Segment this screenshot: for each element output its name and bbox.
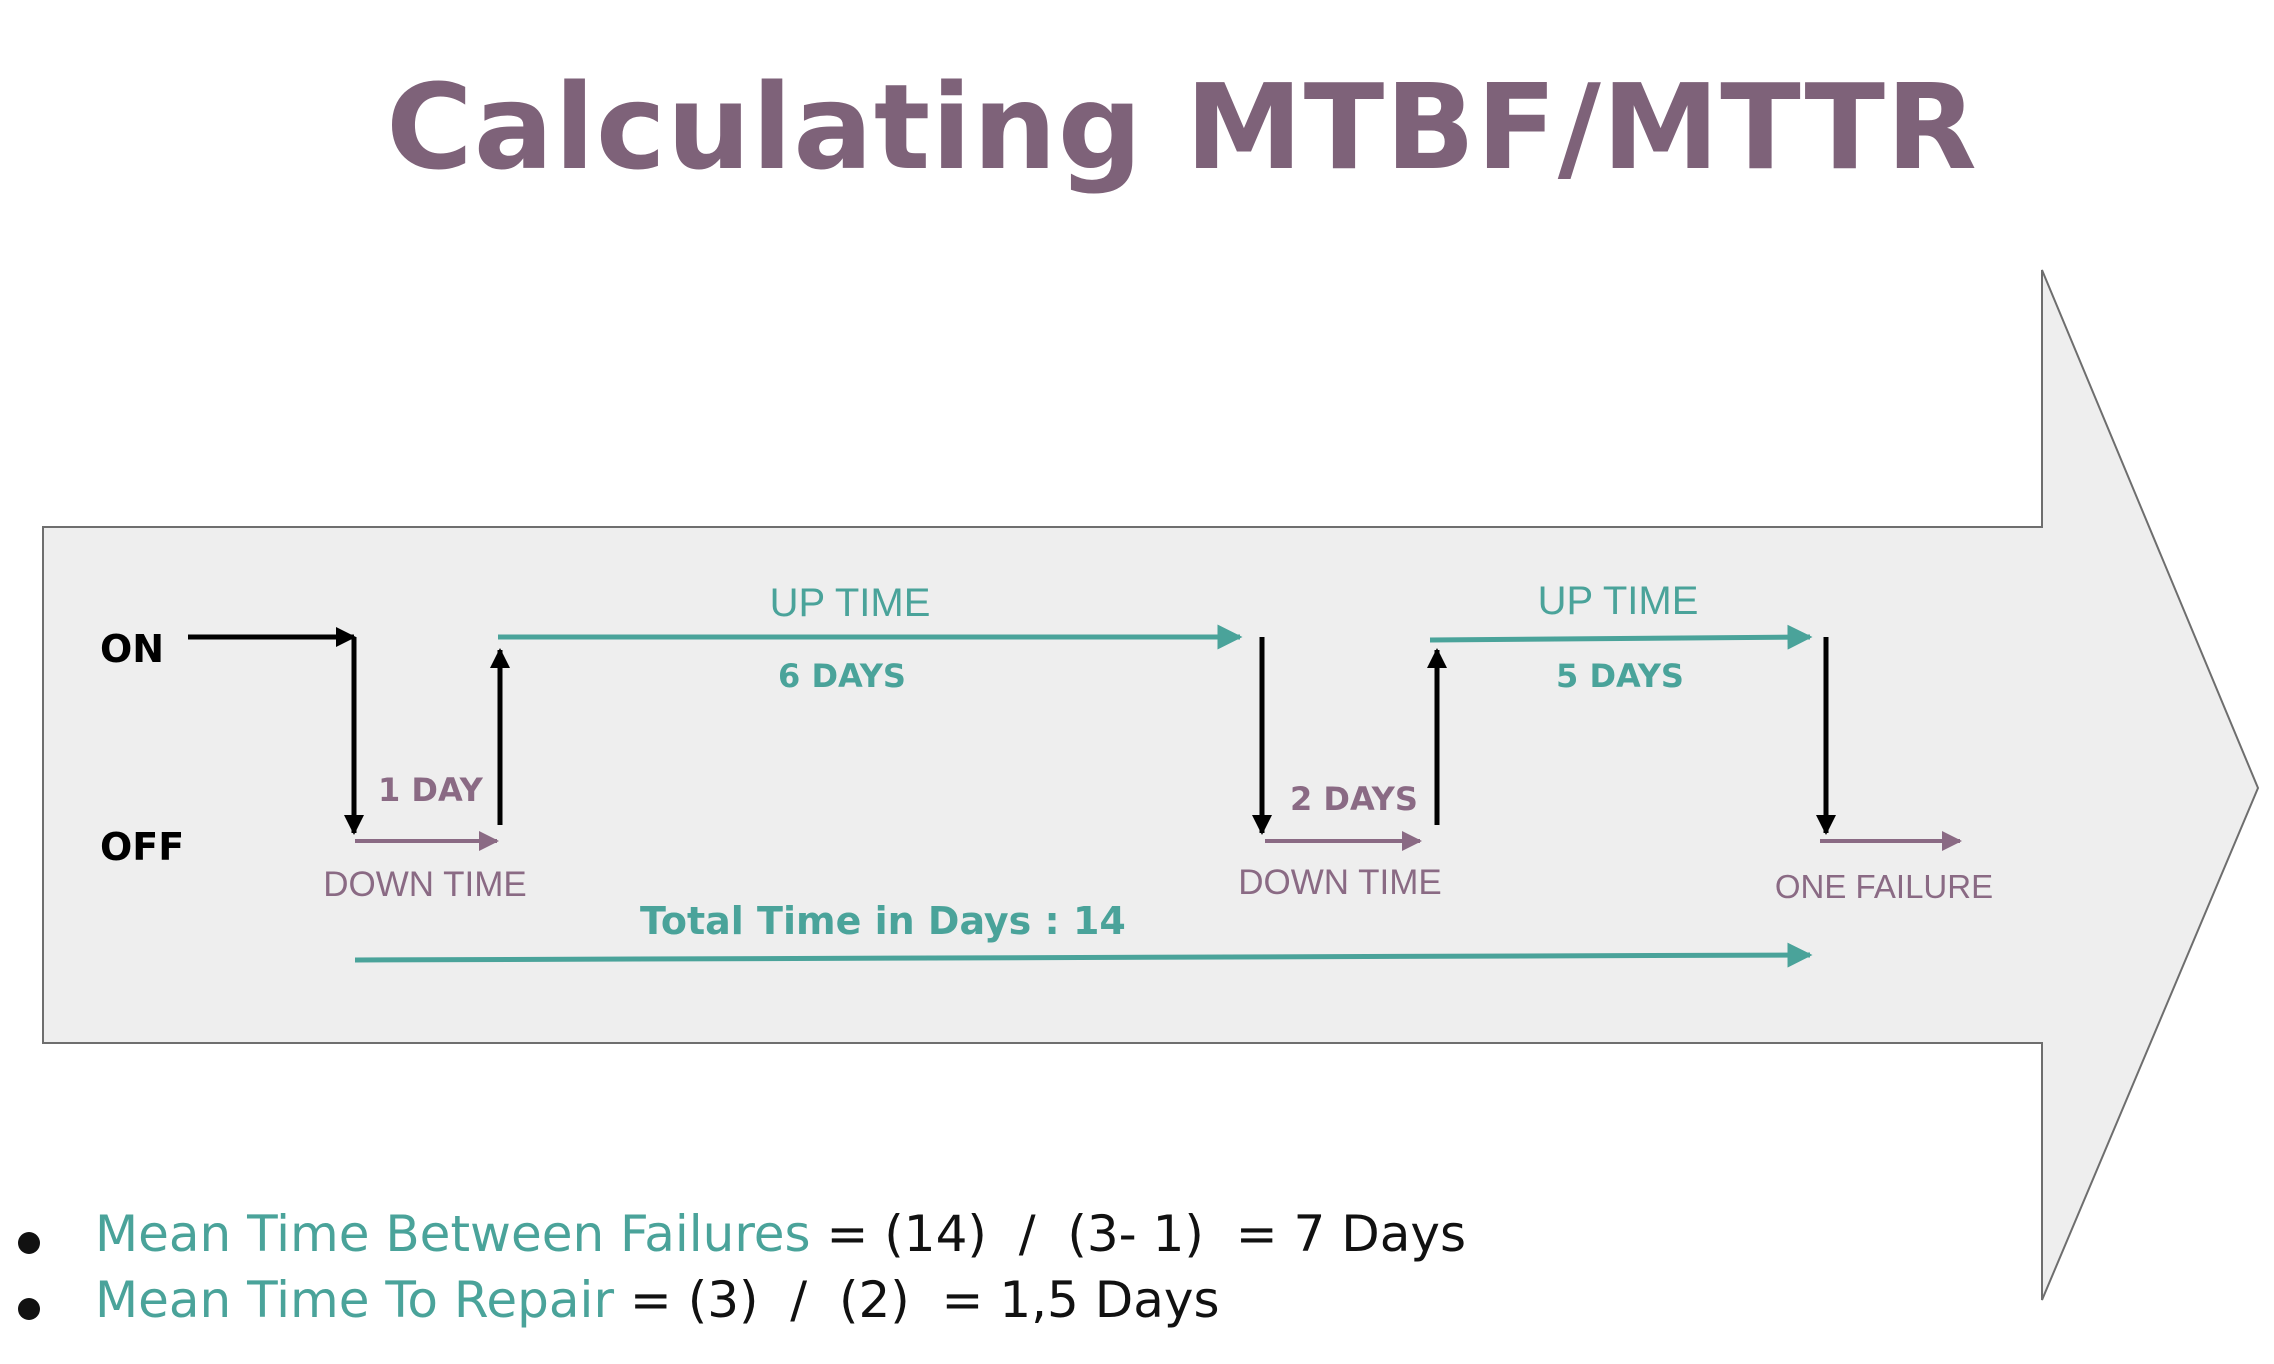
- segment-label: DOWN TIME: [1238, 863, 1442, 902]
- segment-label: DOWN TIME: [323, 865, 527, 904]
- formula-expression: = (14) / (3- 1) = 7 Days: [826, 1205, 1466, 1263]
- segment-duration: 1 DAY: [378, 771, 484, 809]
- state-label-on: ON: [100, 627, 164, 671]
- timeline-background-arrow: [42, 269, 2260, 1301]
- slide-title: Calculating MTBF/MTTR: [386, 58, 1978, 196]
- formula-expression: = (3) / (2) = 1,5 Days: [629, 1271, 1220, 1329]
- segment-duration: 2 DAYS: [1290, 780, 1418, 818]
- segment-label: UP TIME: [1538, 579, 1699, 623]
- segment-label: UP TIME: [770, 581, 931, 625]
- state-label-off: OFF: [100, 825, 184, 869]
- formula-term: Mean Time Between Failures: [95, 1205, 811, 1263]
- segment-duration: 5 DAYS: [1556, 657, 1684, 695]
- formula-term: Mean Time To Repair: [95, 1271, 614, 1329]
- bullet-icon: [18, 1298, 40, 1320]
- bullet-icon: [18, 1232, 40, 1254]
- total-time-arrow: [354, 942, 1813, 968]
- segment-label: ONE FAILURE: [1775, 868, 1993, 905]
- segment-duration: 6 DAYS: [778, 657, 906, 695]
- uptime-arrow: [1429, 624, 1813, 650]
- total-time-label: Total Time in Days : 14: [640, 899, 1126, 943]
